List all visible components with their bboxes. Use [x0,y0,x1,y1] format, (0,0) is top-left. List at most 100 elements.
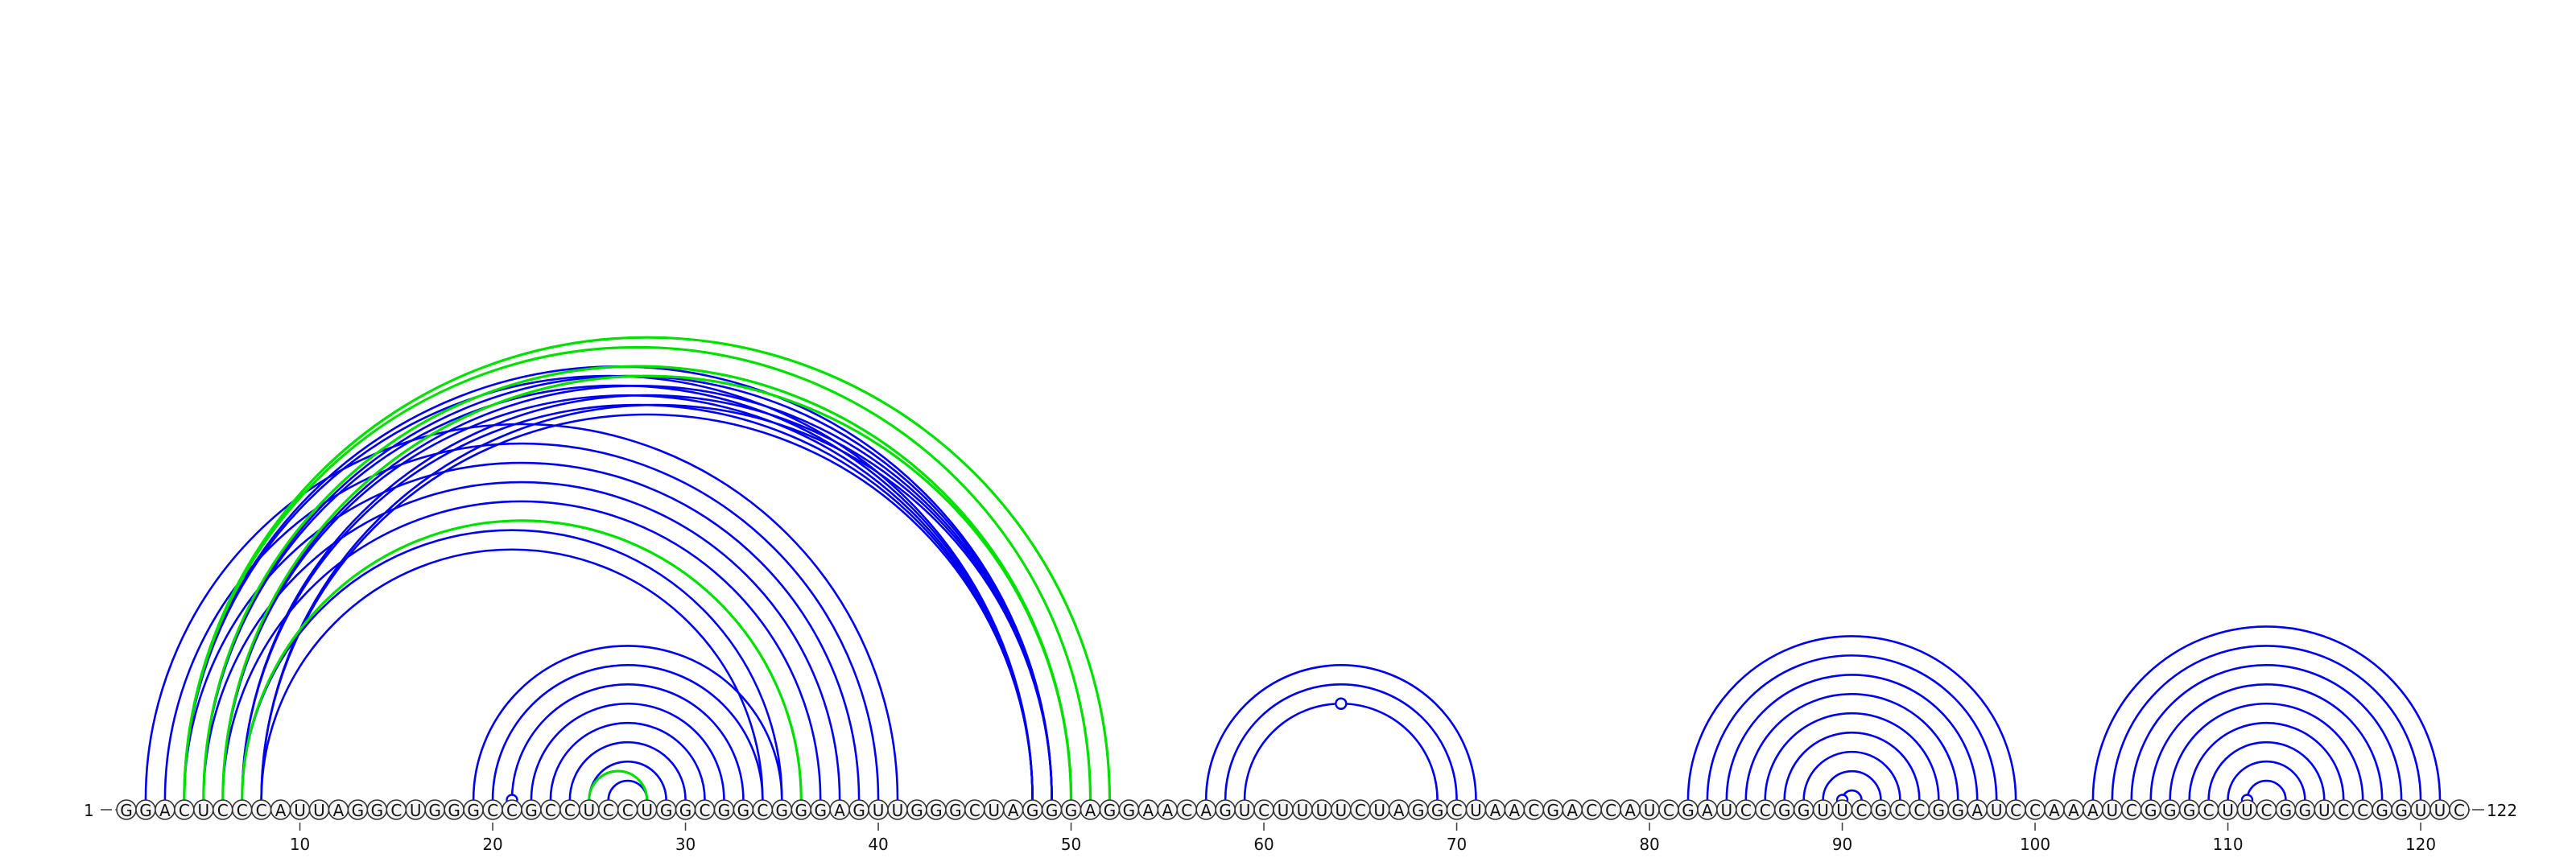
nucleotide-letter: A [333,801,345,820]
nucleotide-letter: U [1836,801,1848,820]
nucleotide-letter: C [506,801,518,820]
nucleotide-letter: A [1393,801,1405,820]
nucleotide-letter: C [603,801,614,820]
nucleotide-letter: U [2434,801,2446,820]
pair-arcs [144,365,2442,801]
nucleotide-letter: C [757,801,768,820]
tick-label: 110 [2212,835,2243,854]
nucleotide-letter: U [197,801,209,820]
nucleotide-letter: G [2376,801,2388,820]
tick-label: 10 [290,835,310,854]
nucleotide-letter: C [2010,801,2021,820]
nucleotide-letter: G [1798,801,1810,820]
nucleotide-letter: C [2029,801,2041,820]
nucleotide-letter: C [1913,801,1925,820]
nucleotide-letter: G [660,801,673,820]
nucleotide-letter: G [1104,801,1117,820]
nucleotide-letter: G [371,801,384,820]
nucleotide-letter: G [1026,801,1039,820]
tick-label: 70 [1447,835,1467,854]
nucleotide-letter: G [2280,801,2293,820]
nucleotide-letter: U [1297,801,1309,820]
nucleotide-letter: U [294,801,306,820]
pair-arc [1725,674,1979,801]
nucleotide-letter: G [852,801,865,820]
nucleotide-letter: U [1316,801,1328,820]
pair-arc [144,423,899,801]
nucleotide-letter: G [352,801,365,820]
nucleotide-letter: G [718,801,731,820]
nucleotide-letter: U [2107,801,2119,820]
nucleotide-letter: U [641,801,653,820]
tick-label: 100 [2020,835,2050,854]
nucleotide-letter: C [487,801,498,820]
pair-arc [2111,645,2422,801]
nucleotide-letter: U [1817,801,1829,820]
nucleotide-letter: C [564,801,576,820]
nucleotide-letter: U [892,801,904,820]
nucleotide-letter: A [1143,801,1154,820]
nucleotide-letter: G [2183,801,2196,820]
nucleotide-letter: U [2222,801,2234,820]
nucleotide-letter: G [1412,801,1425,820]
nucleotide-letter: A [834,801,845,820]
nucleotide-letter: A [1162,801,1173,820]
nucleotide-letter: G [737,801,750,820]
nucleotide-letter: U [1991,801,2003,820]
pair-arc [2246,779,2287,801]
nucleotide-letter: C [2338,801,2349,820]
nucleotide-letter: G [2164,801,2177,820]
nucleotide-letter: C [237,801,248,820]
nucleotide-circle [2449,799,2470,820]
nucleotide-letter: G [1065,801,1078,820]
nucleotide-letter: G [1682,801,1695,820]
pair-arc [183,461,861,801]
pair-arc [2207,740,2326,801]
nucleotide-letter: C [1181,801,1192,820]
nucleotide-letter: C [1663,801,1674,820]
nucleotide-letter: C [390,801,402,820]
end-label: 122 [2487,801,2517,820]
nucleotide-letter: A [2049,801,2060,820]
nucleotide-letter: C [545,801,556,820]
nucleotide-letter: A [1971,801,1983,820]
nucleotide-letter: A [2087,801,2099,820]
nucleotide-letter: G [814,801,827,820]
nucleotide-letter: U [410,801,422,820]
nucleotide-letter: G [2395,801,2408,820]
nucleotide-letter: A [1509,801,1521,820]
nucleotide-letter: A [1490,801,1501,820]
pair-arc [260,548,764,801]
pair-arc [2091,625,2442,801]
nucleotide-letter: U [2318,801,2330,820]
nucleotide-letter: G [120,801,133,820]
nucleotide-letter: C [2126,801,2137,820]
nucleotide-letter: C [969,801,980,820]
nucleotide-letter: C [1451,801,1463,820]
nucleotide-letter: U [873,801,885,820]
pair-arc [530,702,725,801]
tick-label: 60 [1253,835,1274,854]
tick-label: 40 [868,835,888,854]
nucleotide-letter: C [1760,801,1771,820]
tick-label: 50 [1061,835,1081,854]
nucleotide-letter: C [2357,801,2368,820]
nucleotide-letter: G [2299,801,2312,820]
nucleotide-letter: G [1933,801,1946,820]
nucleotide-letter: C [1258,801,1269,820]
start-label: 1 [84,801,94,820]
tick-label: 90 [1832,835,1852,854]
nucleotide-letter: C [1355,801,1366,820]
nucleotide-letter: U [1644,801,1656,820]
alt-pair-arc [241,519,803,801]
nucleotide-letter: C [1856,801,1868,820]
nucleotide-letter: A [1008,801,1019,820]
nucleotide-letter: U [1335,801,1348,820]
nucleotide-letter: G [1778,801,1791,820]
pair-arc [510,683,745,801]
nucleotide-letter: C [1894,801,1905,820]
nucleotide-letter: G [795,801,808,820]
pair-arc [549,721,706,801]
pair-arc [472,645,783,801]
